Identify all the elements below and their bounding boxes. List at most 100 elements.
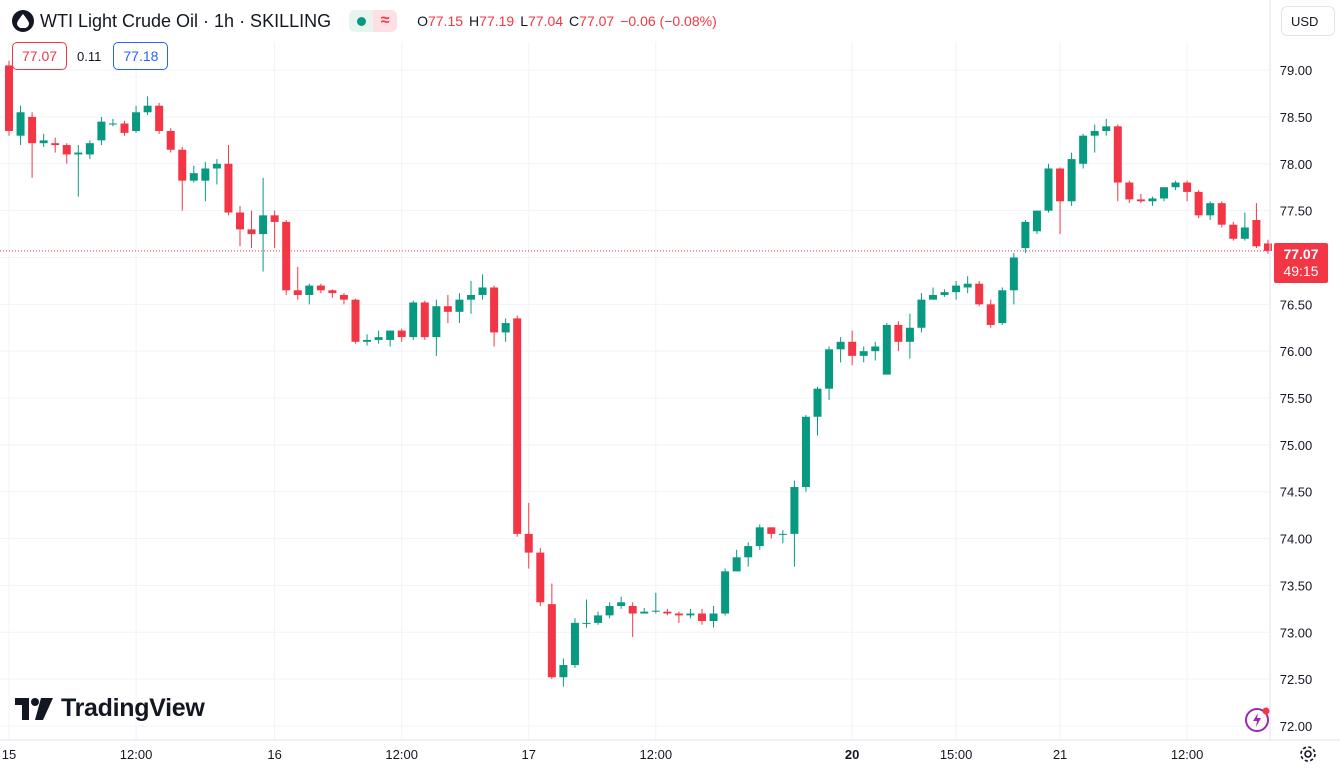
candle-body (871, 346, 880, 352)
candle-body (732, 557, 741, 572)
y-tick-label: 73.00 (1280, 625, 1313, 640)
candle (1194, 190, 1203, 219)
candle-body (767, 527, 776, 534)
candle-body (1113, 126, 1122, 183)
candle-body (212, 163, 221, 169)
candle (513, 315, 522, 537)
candle (1056, 167, 1065, 235)
y-tick-label: 79.00 (1280, 63, 1313, 78)
candle-body (189, 173, 198, 181)
candle-body (1183, 182, 1192, 192)
candle (1136, 193, 1145, 204)
symbol-title[interactable]: WTI Light Crude Oil · 1h · SKILLING (40, 10, 332, 31)
candle-body (201, 168, 210, 181)
candle-body (1125, 182, 1134, 200)
candle (16, 105, 25, 146)
candle (74, 145, 83, 197)
time-axis[interactable]: 15 12:00 16 12:00 17 12:00 20 15:00 21 12:00 (2, 747, 1204, 762)
x-tick-label: 12:00 (640, 747, 673, 762)
y-tick-label: 76.50 (1280, 297, 1313, 312)
candle-body (386, 330, 395, 340)
last-price-value: 77.07 (1283, 246, 1319, 262)
sell-price-button[interactable]: 77.07 (12, 42, 68, 70)
candle-body (467, 294, 475, 300)
candle-body (420, 302, 429, 338)
x-tick-label: 15:00 (940, 747, 973, 762)
candle (432, 299, 441, 356)
candle (1032, 210, 1041, 235)
candle (85, 140, 94, 160)
candle (1044, 163, 1053, 213)
candle-body (998, 290, 1007, 324)
candle-body (905, 327, 914, 342)
candle (97, 116, 106, 146)
candle-body (397, 330, 406, 338)
low-value: 77.04 (528, 13, 564, 29)
wave-icon[interactable]: ≈ (373, 10, 398, 32)
high-value: 77.19 (479, 13, 515, 29)
bid-ask-row: 77.07 0.11 77.18 (12, 42, 169, 70)
x-tick-label: 15 (2, 747, 16, 762)
candle-body (339, 294, 348, 300)
candle-body (316, 285, 325, 291)
candle (940, 289, 949, 297)
candle-body (305, 285, 314, 295)
candle-body (1009, 257, 1018, 291)
candle (813, 386, 822, 436)
candle-body (247, 229, 256, 235)
candle (1113, 124, 1122, 202)
candle (778, 530, 787, 544)
close-value: 77.07 (579, 13, 615, 29)
candle (1067, 152, 1076, 206)
candle-body (1171, 182, 1180, 188)
candle (767, 527, 776, 539)
candle (282, 220, 291, 295)
gear-icon[interactable] (1297, 743, 1319, 765)
candle (397, 328, 406, 342)
candle-body (975, 283, 984, 305)
candle (132, 105, 141, 133)
tradingview-logo[interactable]: TradingView (15, 694, 205, 723)
market-status[interactable]: ≈ (349, 10, 398, 32)
candle-body (1067, 159, 1076, 202)
candle-body (374, 337, 383, 340)
candle (663, 608, 672, 616)
candle (1206, 201, 1215, 221)
candle (686, 608, 695, 619)
candle-body (524, 533, 533, 553)
candle-body (640, 611, 649, 614)
candle (490, 285, 499, 347)
candle-body (155, 105, 164, 132)
x-tick-label: 21 (1053, 747, 1067, 762)
buy-price-button[interactable]: 77.18 (113, 42, 169, 70)
candle-body (62, 145, 71, 155)
spread-value: 0.11 (77, 48, 102, 64)
market-open-icon[interactable] (349, 10, 374, 32)
bolt-icon[interactable] (1244, 705, 1272, 733)
candle-body (755, 527, 764, 547)
candle-body (501, 323, 510, 333)
candle (259, 177, 268, 272)
candle (1252, 203, 1261, 249)
candle-body (259, 215, 268, 235)
horizontal-gridlines (0, 69, 1270, 727)
candle-body (74, 152, 83, 155)
candle (1079, 133, 1088, 169)
candle (594, 611, 603, 625)
candle (859, 346, 868, 363)
price-axis[interactable]: 79.0078.5078.0077.5077.0076.5076.0075.50… (1280, 63, 1313, 734)
candle (351, 298, 360, 344)
candle (316, 283, 325, 294)
candle (674, 611, 683, 623)
y-tick-label: 74.50 (1280, 485, 1313, 500)
candle (224, 145, 233, 216)
candle (1009, 252, 1018, 305)
candle (1183, 180, 1192, 202)
candle (236, 205, 244, 247)
candle-body (986, 304, 995, 325)
candle (1148, 196, 1157, 206)
candle-body (894, 324, 903, 342)
currency-select[interactable]: USD (1281, 6, 1335, 36)
candle-body (443, 306, 452, 312)
